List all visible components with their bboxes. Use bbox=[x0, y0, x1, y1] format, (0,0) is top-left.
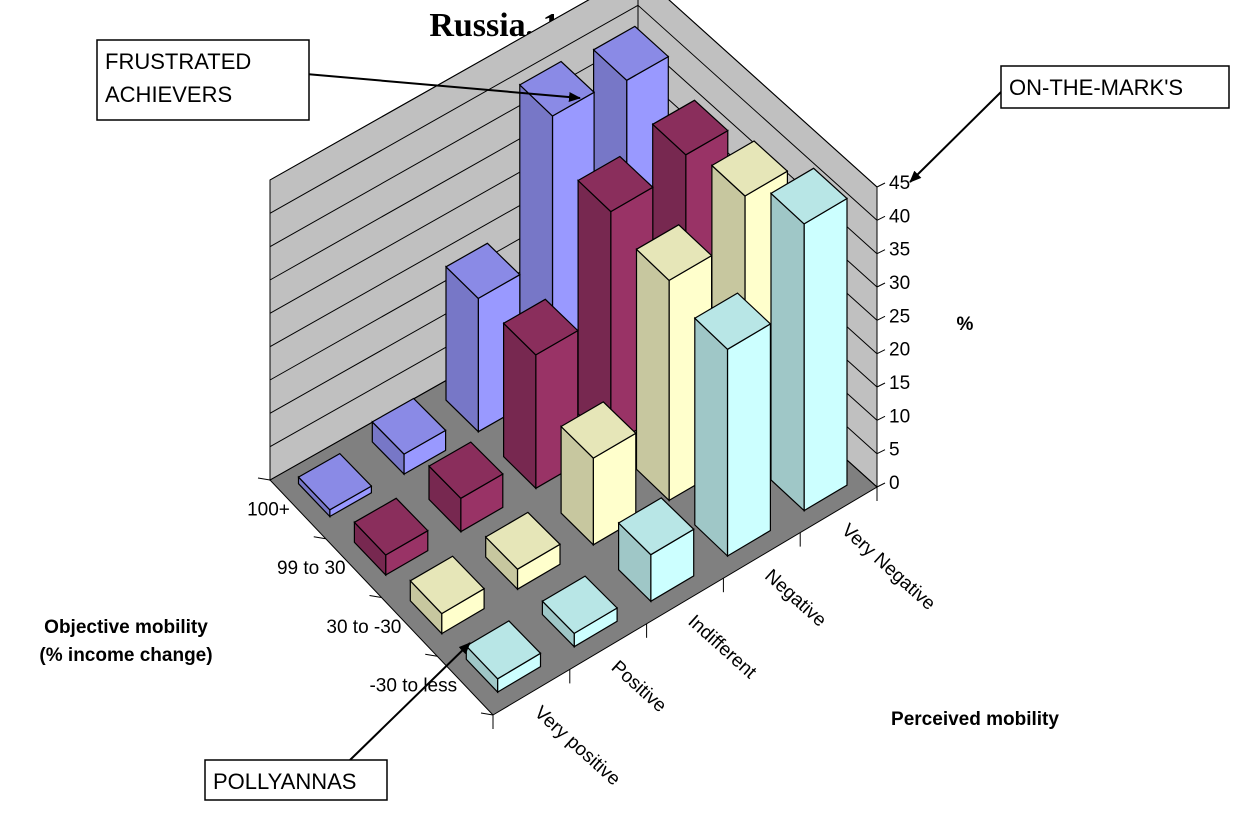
y-tick bbox=[369, 595, 382, 598]
bar bbox=[445, 242, 521, 434]
bar-top bbox=[297, 452, 373, 511]
bar-face bbox=[726, 322, 772, 558]
y-axis-title: Objective mobility bbox=[44, 617, 208, 638]
bar-top bbox=[617, 497, 695, 556]
z-tick-label: 5 bbox=[889, 440, 900, 461]
bar bbox=[560, 401, 637, 547]
z-tick bbox=[876, 182, 886, 188]
annotation-text: POLLYANNAS bbox=[213, 769, 356, 794]
annotation-pollyannas: POLLYANNAS bbox=[204, 642, 471, 801]
z-tick bbox=[876, 282, 886, 288]
annotation-onthemark: ON-THE-MARK'S bbox=[909, 65, 1230, 183]
y-category-label: 99 to 30 bbox=[277, 558, 346, 579]
bar-side bbox=[694, 316, 729, 558]
bar-top bbox=[769, 167, 849, 225]
bar bbox=[409, 555, 486, 636]
z-tick-label: 25 bbox=[889, 306, 910, 327]
y-tick bbox=[480, 712, 494, 716]
z-axis-title: % bbox=[957, 314, 974, 335]
y-category-label: 100+ bbox=[247, 499, 290, 520]
y-axis-title: (% income change) bbox=[39, 645, 212, 666]
z-tick bbox=[876, 482, 886, 488]
z-tick bbox=[876, 449, 886, 455]
annotation-box bbox=[1000, 65, 1230, 109]
bar bbox=[617, 497, 695, 603]
bar-side bbox=[770, 192, 805, 512]
bar-top bbox=[428, 441, 504, 500]
bar-top bbox=[445, 242, 521, 300]
bar-top bbox=[502, 298, 579, 356]
bar bbox=[428, 441, 504, 534]
bar-top bbox=[577, 155, 654, 213]
x-category-label: Very positive bbox=[530, 702, 624, 790]
z-tick-label: 20 bbox=[889, 340, 910, 361]
bar-top bbox=[560, 401, 637, 459]
annotation-text: ON-THE-MARK'S bbox=[1009, 75, 1183, 100]
annotation-arrow bbox=[259, 69, 581, 103]
annotation-arrow bbox=[909, 91, 1002, 183]
y-tick bbox=[257, 477, 271, 481]
bar-top bbox=[465, 620, 542, 680]
z-tick bbox=[876, 249, 886, 255]
annotation-arrow bbox=[349, 642, 471, 761]
bar bbox=[769, 167, 849, 512]
z-tick bbox=[876, 415, 886, 421]
x-category-label: Negative bbox=[760, 566, 830, 632]
annotation-box bbox=[204, 759, 388, 801]
bar-top bbox=[710, 140, 789, 197]
y-category-label: -30 to less bbox=[369, 676, 457, 697]
z-tick bbox=[876, 349, 886, 355]
annotations: FRUSTRATED ACHIEVERS ON-THE-MARK'S POLLYANN… bbox=[96, 39, 1230, 801]
x-category-label: Positive bbox=[607, 657, 670, 717]
gridline bbox=[269, 0, 878, 188]
bar bbox=[541, 575, 619, 649]
z-tick-label: 35 bbox=[889, 240, 910, 261]
bar-side bbox=[635, 247, 670, 502]
y-category-label: 30 to -30 bbox=[326, 617, 401, 638]
bar-top bbox=[484, 511, 561, 570]
y-tick bbox=[425, 653, 438, 657]
bar bbox=[465, 620, 542, 694]
z-tick-label: 15 bbox=[889, 373, 910, 394]
z-tick-label: 40 bbox=[889, 206, 910, 227]
bar-top bbox=[371, 397, 447, 455]
gridline bbox=[269, 4, 878, 221]
bar bbox=[353, 497, 429, 577]
bar-top bbox=[635, 224, 713, 282]
z-tick-label: 45 bbox=[889, 173, 910, 194]
bar bbox=[484, 511, 561, 591]
z-tick-label: 30 bbox=[889, 273, 910, 294]
bar-top bbox=[541, 575, 619, 635]
bar-top bbox=[651, 99, 729, 156]
z-tick bbox=[876, 382, 886, 388]
bar bbox=[297, 452, 373, 518]
bar-top bbox=[409, 555, 486, 615]
bar-top bbox=[592, 25, 670, 82]
annotation-text: FRUSTRATED bbox=[105, 49, 251, 74]
bar-top bbox=[693, 292, 772, 351]
x-category-label: Indifferent bbox=[684, 611, 761, 683]
y-tick bbox=[313, 536, 326, 540]
z-tick-label: 0 bbox=[889, 473, 900, 494]
z-tick-label: 10 bbox=[889, 406, 910, 427]
z-tick bbox=[876, 315, 886, 321]
bar bbox=[693, 292, 772, 558]
x-axis-title: Perceived mobility bbox=[891, 709, 1059, 730]
bar-face bbox=[803, 197, 848, 512]
bar-top bbox=[353, 497, 429, 556]
annotation-text: ACHIEVERS bbox=[105, 82, 232, 107]
annotation-frustrated: FRUSTRATED ACHIEVERS bbox=[96, 39, 581, 121]
annotation-box bbox=[96, 39, 310, 121]
bar bbox=[371, 397, 447, 476]
bars bbox=[297, 25, 849, 694]
x-category-label: Very Negative bbox=[837, 520, 939, 615]
z-tick bbox=[876, 215, 886, 221]
